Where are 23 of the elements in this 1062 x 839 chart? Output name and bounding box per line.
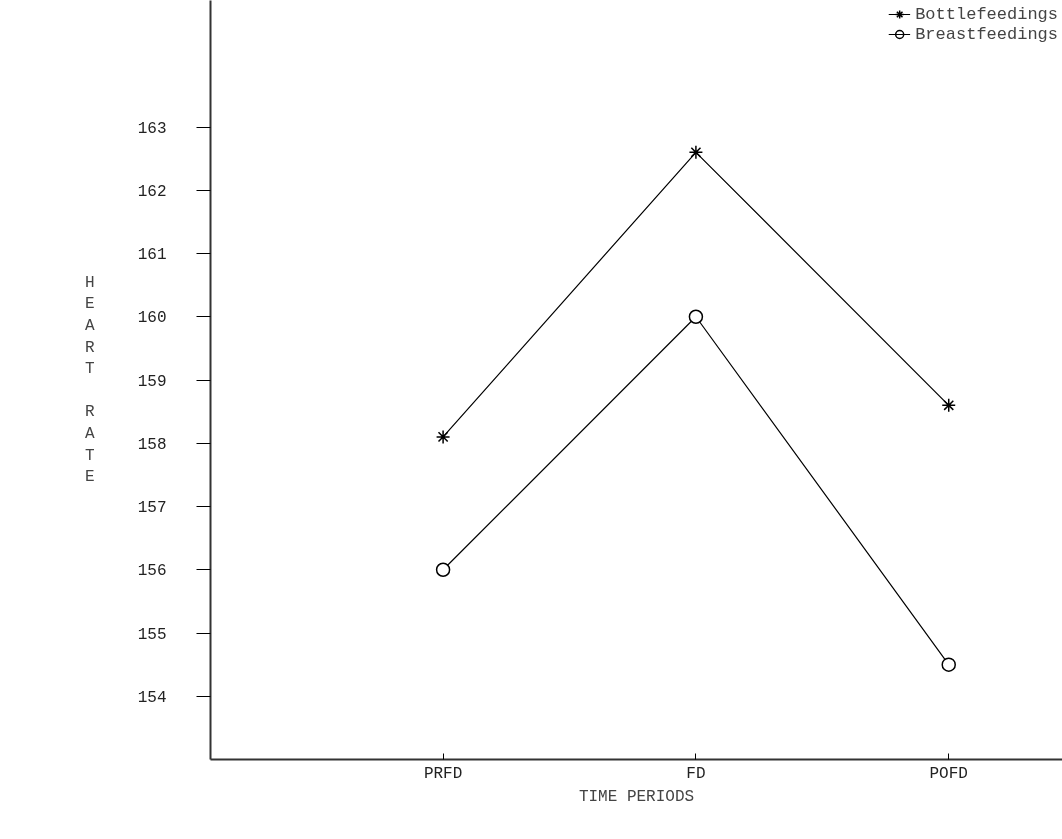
text: HEART RATE [85,273,95,487]
point [941,657,956,672]
legend-label: Breastfeedings [915,24,1058,44]
x-tick-label: FD [686,764,706,783]
y-tick-label: 155 [137,625,167,644]
y-tick-label: 160 [137,309,167,328]
point [941,398,956,413]
y-tick-label: 158 [137,435,167,454]
x-axis-title: TIME PERIODS [578,787,695,806]
y-tick-label: 162 [137,182,167,201]
point [688,309,704,324]
y-tick-label: 161 [137,246,167,264]
legend-label: Bottlefeedings [915,4,1058,24]
y-tick-label: 159 [137,372,167,391]
y-tick-label: 156 [137,562,167,581]
point [435,429,451,445]
point [688,145,704,160]
x-tick-label: POFD [929,764,968,783]
y-tick-label: 154 [137,688,167,707]
y-tick-label: 163 [137,119,167,138]
y-tick-label: 157 [137,499,167,517]
point [435,562,451,577]
x-tick-label: PRFD [423,764,463,783]
